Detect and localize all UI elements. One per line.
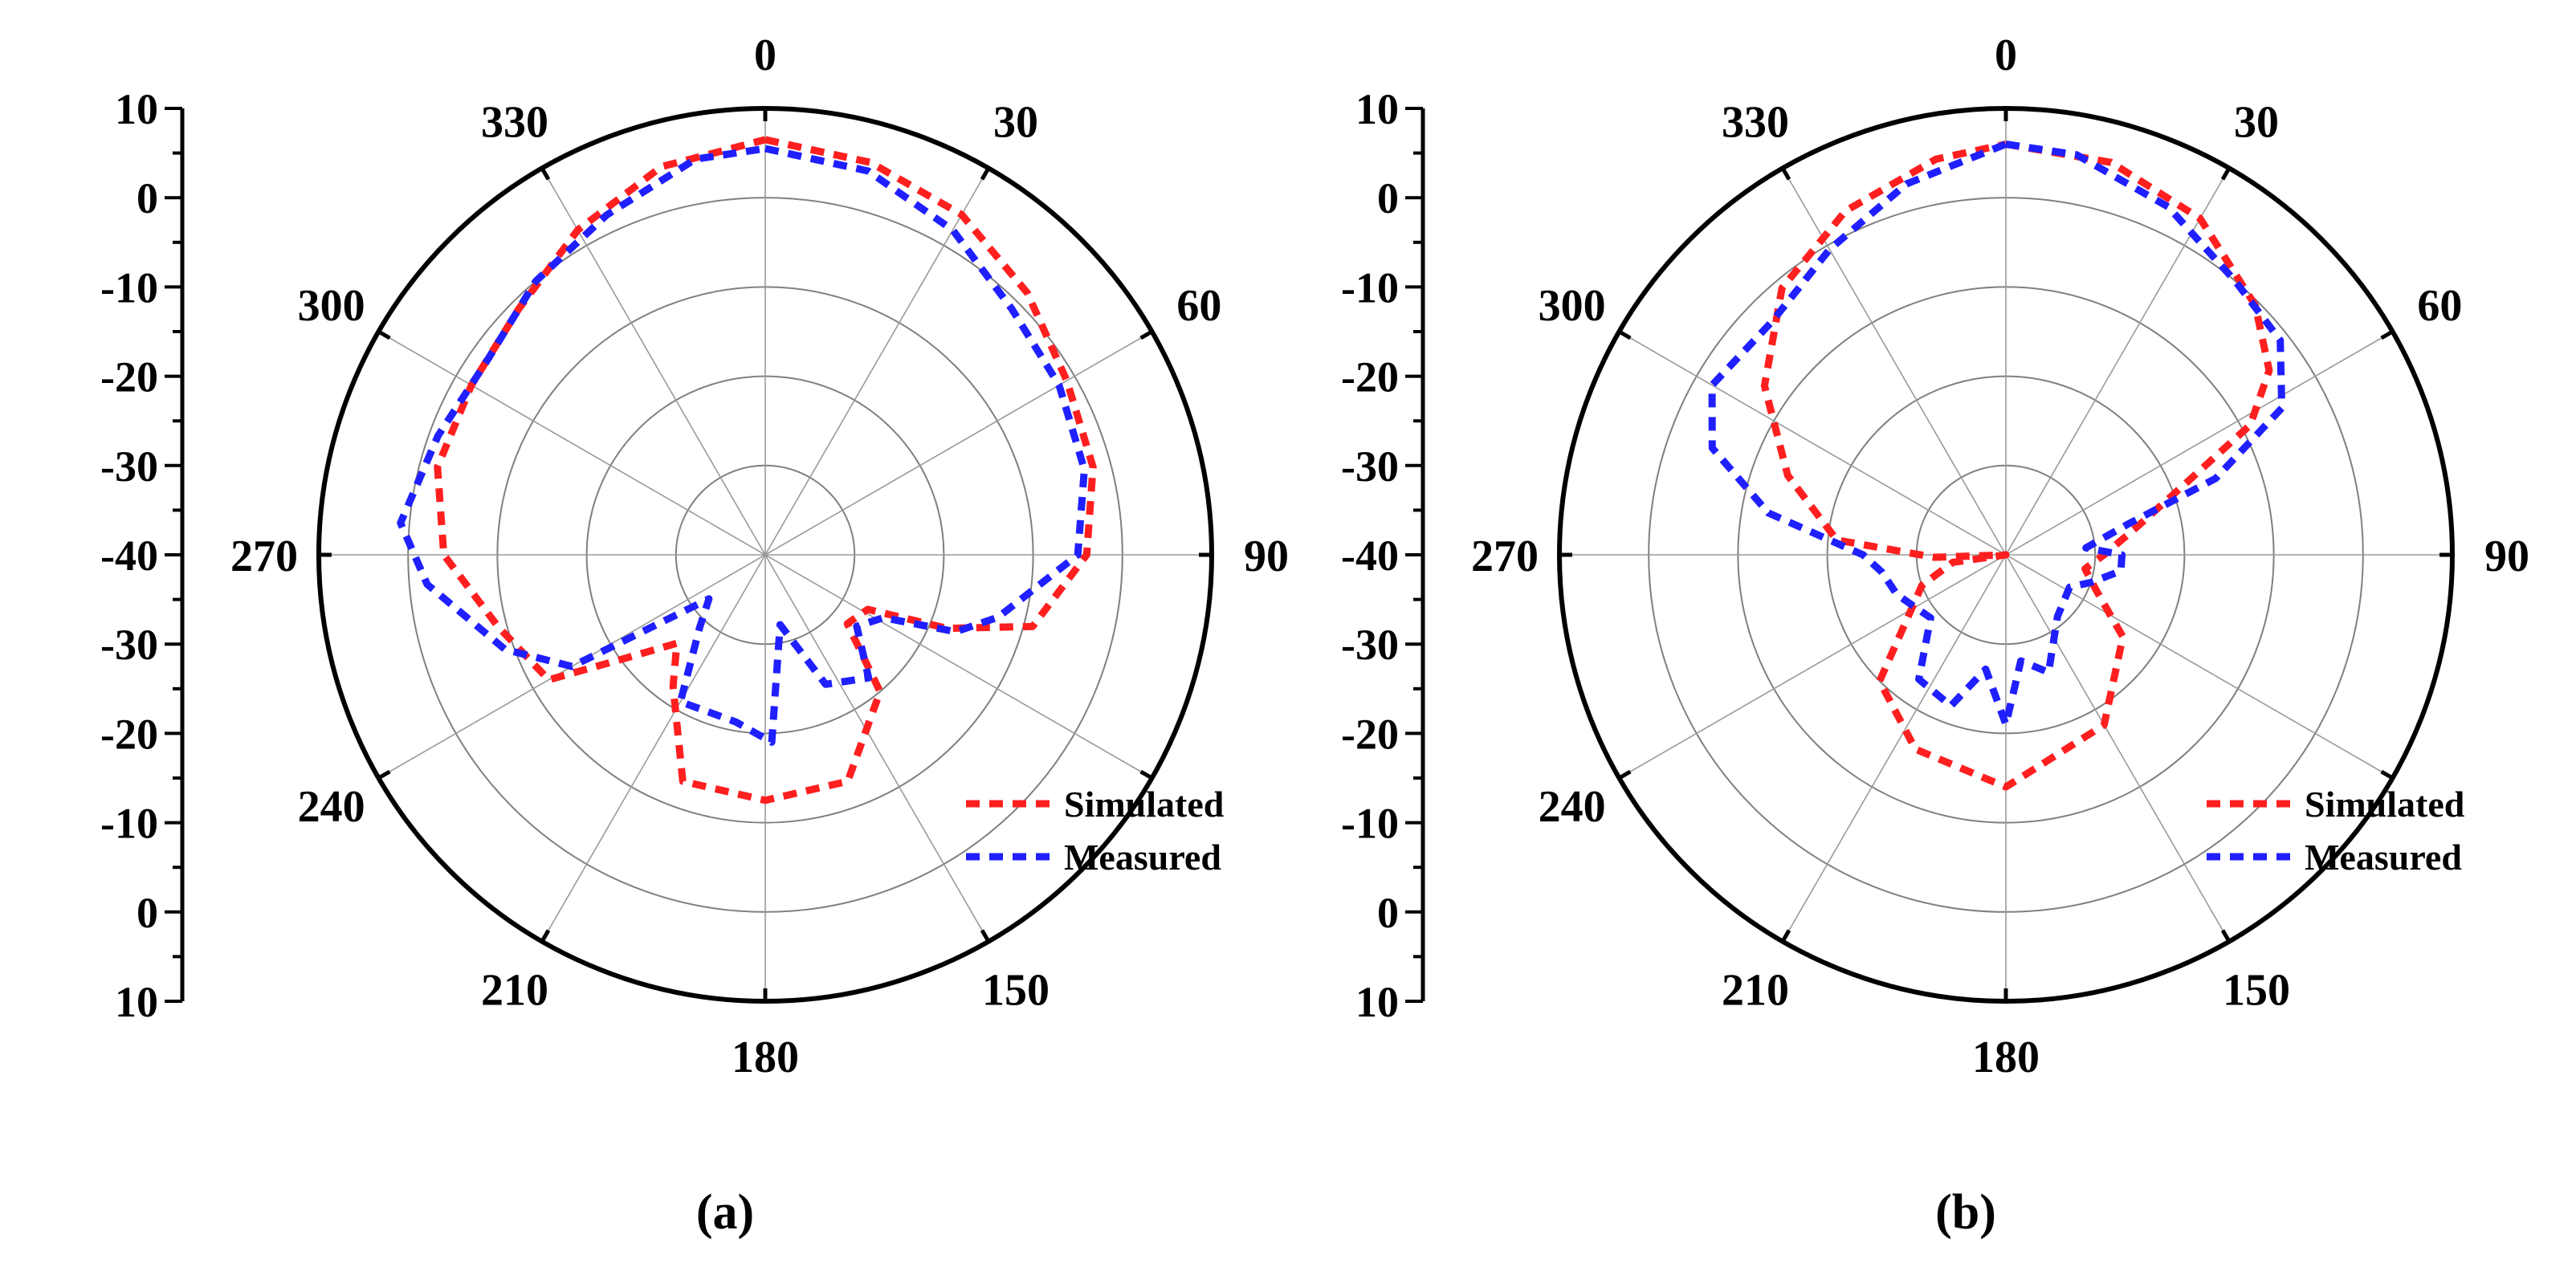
radial-tick-label: -10 bbox=[1341, 800, 1399, 848]
angle-label: 60 bbox=[2417, 281, 2462, 331]
angle-label: 240 bbox=[298, 782, 365, 832]
series-simulated bbox=[1760, 141, 2273, 791]
outer-tick bbox=[2380, 329, 2394, 340]
outer-tick bbox=[1139, 769, 1153, 780]
angle-label: 300 bbox=[1539, 281, 1606, 331]
radial-axis: 10 0 -10 -20 -30 -40 -30 -20 -10 0 10 bbox=[100, 85, 185, 1026]
legend: Simulated Measured bbox=[966, 784, 1225, 878]
outer-tick bbox=[980, 929, 991, 943]
angle-label: 60 bbox=[1176, 281, 1221, 331]
radial-tick-label: -30 bbox=[100, 621, 158, 669]
outer-tick bbox=[377, 769, 391, 780]
legend-label: Simulated bbox=[2305, 784, 2465, 825]
radial-tick-label: -30 bbox=[1341, 442, 1399, 491]
angle-label: 270 bbox=[230, 532, 298, 581]
radial-tick-label: 0 bbox=[1377, 174, 1399, 222]
radial-tick-label: 0 bbox=[137, 174, 158, 222]
outer-tick bbox=[540, 167, 551, 181]
angle-label: 210 bbox=[1722, 965, 1789, 1015]
outer-tick bbox=[1139, 329, 1153, 340]
legend: Simulated Measured bbox=[2207, 784, 2465, 878]
radial-tick-label: -40 bbox=[100, 532, 158, 580]
panel-a: 10 0 -10 -20 -30 -40 -30 -20 -10 0 10 0 30 60 90 150 18… bbox=[100, 31, 1289, 1240]
angle-label: 0 bbox=[1995, 31, 2017, 80]
angle-label: 210 bbox=[481, 965, 548, 1015]
series-group bbox=[1708, 141, 2286, 791]
angle-label: 30 bbox=[993, 98, 1038, 148]
radial-tick-label: -40 bbox=[1341, 532, 1399, 580]
angle-labels: 0 30 60 90 150 180 210 240 270 300 330 bbox=[230, 31, 1289, 1082]
outer-tick bbox=[1780, 167, 1791, 181]
radial-tick-label: 10 bbox=[115, 978, 158, 1026]
radial-axis: 10 0 -10 -20 -30 -40 -30 -20 -10 0 10 bbox=[1341, 85, 1425, 1026]
series-group bbox=[397, 136, 1097, 805]
radial-tick-label: -10 bbox=[1341, 263, 1399, 312]
radial-tick-label: -10 bbox=[100, 800, 158, 848]
radial-tick-label: -30 bbox=[100, 442, 158, 491]
outer-tick bbox=[377, 329, 391, 340]
outer-tick bbox=[2220, 167, 2232, 181]
series-measured bbox=[1708, 141, 2286, 728]
series-simulated bbox=[434, 136, 1097, 805]
radial-tick-label: -20 bbox=[100, 710, 158, 758]
legend-label: Measured bbox=[2305, 837, 2462, 878]
radial-tick-label: 0 bbox=[1377, 889, 1399, 937]
angle-label: 330 bbox=[481, 98, 548, 148]
outer-tick bbox=[1780, 929, 1791, 943]
outer-tick bbox=[540, 929, 551, 943]
series-measured bbox=[397, 145, 1088, 746]
outer-tick bbox=[980, 167, 991, 181]
panel-b: 10 0 -10 -20 -30 -40 -30 -20 -10 0 10 0 30 60 90 150 18… bbox=[1341, 31, 2529, 1240]
angle-label: 90 bbox=[1244, 532, 1289, 581]
angle-labels: 0 30 60 90 150 180 210 240 270 300 330 bbox=[1471, 31, 2529, 1082]
radial-tick-label: 10 bbox=[1355, 978, 1399, 1026]
grid-spoke bbox=[541, 168, 989, 942]
angle-label: 180 bbox=[732, 1033, 799, 1082]
angle-label: 240 bbox=[1539, 782, 1606, 832]
outer-tick bbox=[1618, 769, 1632, 780]
radial-tick-label: -20 bbox=[1341, 710, 1399, 758]
outer-ring bbox=[316, 106, 1214, 1004]
angle-label: 150 bbox=[2223, 965, 2290, 1015]
panel-label: (b) bbox=[1935, 1185, 1996, 1240]
angle-label: 90 bbox=[2484, 532, 2529, 581]
radial-tick-label: -30 bbox=[1341, 621, 1399, 669]
outer-ring bbox=[1557, 106, 2455, 1004]
polar-grid bbox=[319, 108, 1212, 1001]
outer-tick bbox=[1618, 329, 1632, 340]
radial-tick-label: 10 bbox=[1355, 85, 1399, 133]
legend-label: Measured bbox=[1064, 837, 1221, 878]
angle-label: 150 bbox=[982, 965, 1050, 1015]
radial-tick-label: -20 bbox=[1341, 353, 1399, 401]
angle-label: 30 bbox=[2234, 98, 2279, 148]
angle-label: 270 bbox=[1471, 532, 1539, 581]
radial-tick-label: -10 bbox=[100, 263, 158, 312]
angle-label: 180 bbox=[1972, 1033, 2040, 1082]
panel-label: (a) bbox=[696, 1185, 754, 1240]
radial-tick-label: -20 bbox=[100, 353, 158, 401]
angle-label: 0 bbox=[754, 31, 776, 80]
radial-tick-label: 10 bbox=[115, 85, 158, 133]
outer-tick bbox=[2380, 769, 2394, 780]
legend-label: Simulated bbox=[1064, 784, 1225, 825]
radial-tick-label: 0 bbox=[137, 889, 158, 937]
outer-tick bbox=[2220, 929, 2232, 943]
angle-label: 330 bbox=[1722, 98, 1789, 148]
angle-label: 300 bbox=[298, 281, 365, 331]
